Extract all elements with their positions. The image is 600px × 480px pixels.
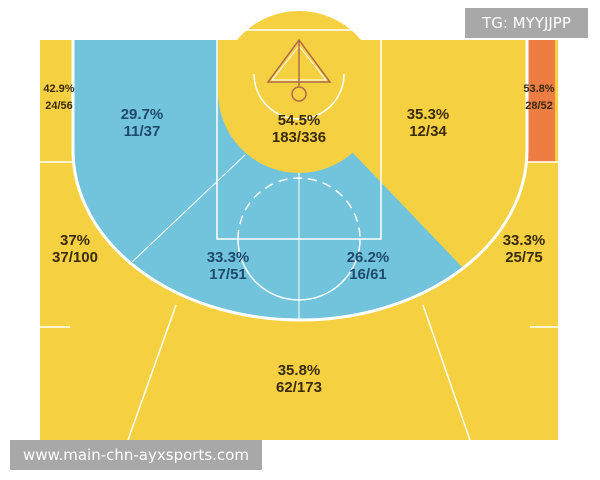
zone-right-elbow-mid-pct: 26.2% bbox=[347, 249, 390, 266]
zone-restricted-shots: 183/336 bbox=[272, 129, 326, 146]
left-zone-divider bbox=[131, 154, 246, 263]
zone-right-wing-mid-pct: 35.3% bbox=[407, 106, 450, 123]
zone-top-three-pct: 35.8% bbox=[278, 362, 321, 379]
backboard-icon bbox=[266, 38, 332, 102]
zone-left-elbow-mid-pct: 33.3% bbox=[207, 249, 250, 266]
zone-left-wing-three-pct: 37% bbox=[60, 232, 90, 249]
zone-left-corner-pct: 42.9% bbox=[43, 83, 74, 95]
three-point-line bbox=[71, 40, 529, 322]
zone-left-corner-shots: 24/56 bbox=[45, 100, 73, 112]
zone-restricted bbox=[218, 11, 380, 173]
zone-right-wing-three-pct: 33.3% bbox=[503, 232, 546, 249]
zone-restricted-pct: 54.5% bbox=[278, 112, 321, 129]
zone-left-wing-mid-shots: 11/37 bbox=[124, 123, 161, 140]
zone-right-wing-mid-shots: 12/34 bbox=[409, 123, 447, 140]
watermark-bottom: www.main-chn-ayxsports.com bbox=[10, 440, 262, 470]
zone-left-elbow-mid-shots: 17/51 bbox=[209, 266, 247, 283]
zone-right-corner-pct: 53.8% bbox=[523, 83, 554, 95]
zone-right-elbow-mid-shots: 16/61 bbox=[349, 266, 387, 283]
zone-left-wing-mid-pct: 29.7% bbox=[121, 106, 164, 123]
zone-left-wing-three-shots: 37/100 bbox=[52, 249, 98, 266]
watermark-top: TG: MYYJJPP bbox=[465, 8, 588, 38]
right-three-divider bbox=[422, 304, 471, 441]
hoop-icon bbox=[291, 86, 307, 102]
left-three-divider bbox=[127, 304, 177, 441]
zone-right-wing-three-shots: 25/75 bbox=[505, 249, 543, 266]
restricted-arc bbox=[253, 73, 345, 120]
zone-right-corner bbox=[527, 40, 555, 162]
zone-top-three-shots: 62/173 bbox=[276, 379, 322, 396]
zone-right-corner-shots: 28/52 bbox=[525, 100, 553, 112]
